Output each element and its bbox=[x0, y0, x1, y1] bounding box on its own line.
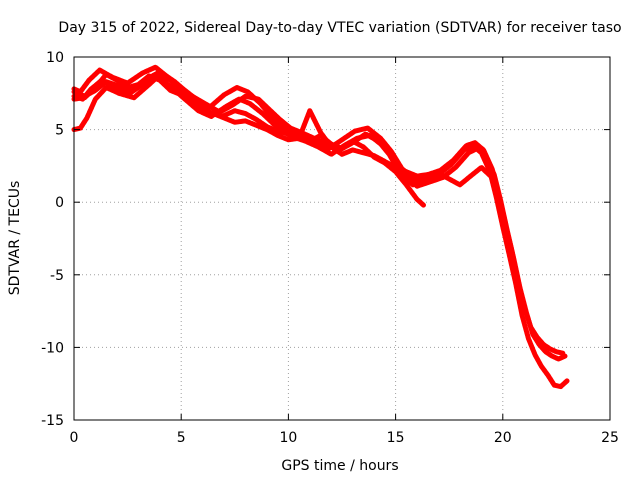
y-tick-label: -15 bbox=[41, 413, 64, 429]
series-line-day-b bbox=[71, 74, 568, 362]
x-tick-label: 25 bbox=[601, 430, 619, 446]
y-tick-label: -5 bbox=[50, 268, 64, 284]
y-tick-label: 0 bbox=[55, 195, 64, 211]
x-tick-label: 10 bbox=[279, 430, 297, 446]
y-tick-label: 5 bbox=[55, 123, 64, 139]
y-axis-label: SDTVAR / TECUs bbox=[7, 181, 23, 296]
grid bbox=[74, 57, 610, 420]
ticks: 0 5 10 15 20 25 -15 -10 -5 0 5 10 bbox=[41, 50, 619, 446]
series-line-day-c bbox=[71, 70, 570, 390]
plot-frame bbox=[73, 56, 611, 421]
x-tick-label: 0 bbox=[70, 430, 79, 446]
x-tick-label: 15 bbox=[387, 430, 405, 446]
x-axis-label: GPS time / hours bbox=[281, 458, 398, 474]
x-tick-label: 20 bbox=[494, 430, 512, 446]
series-group bbox=[71, 64, 570, 390]
chart-title: Day 315 of 2022, Sidereal Day-to-day VTE… bbox=[58, 20, 621, 36]
x-tick-label: 5 bbox=[177, 430, 186, 446]
series-line-day-e bbox=[71, 71, 495, 188]
y-tick-label: -10 bbox=[41, 340, 64, 356]
series-line-day-a bbox=[71, 64, 566, 356]
y-tick-label: 10 bbox=[46, 50, 64, 66]
